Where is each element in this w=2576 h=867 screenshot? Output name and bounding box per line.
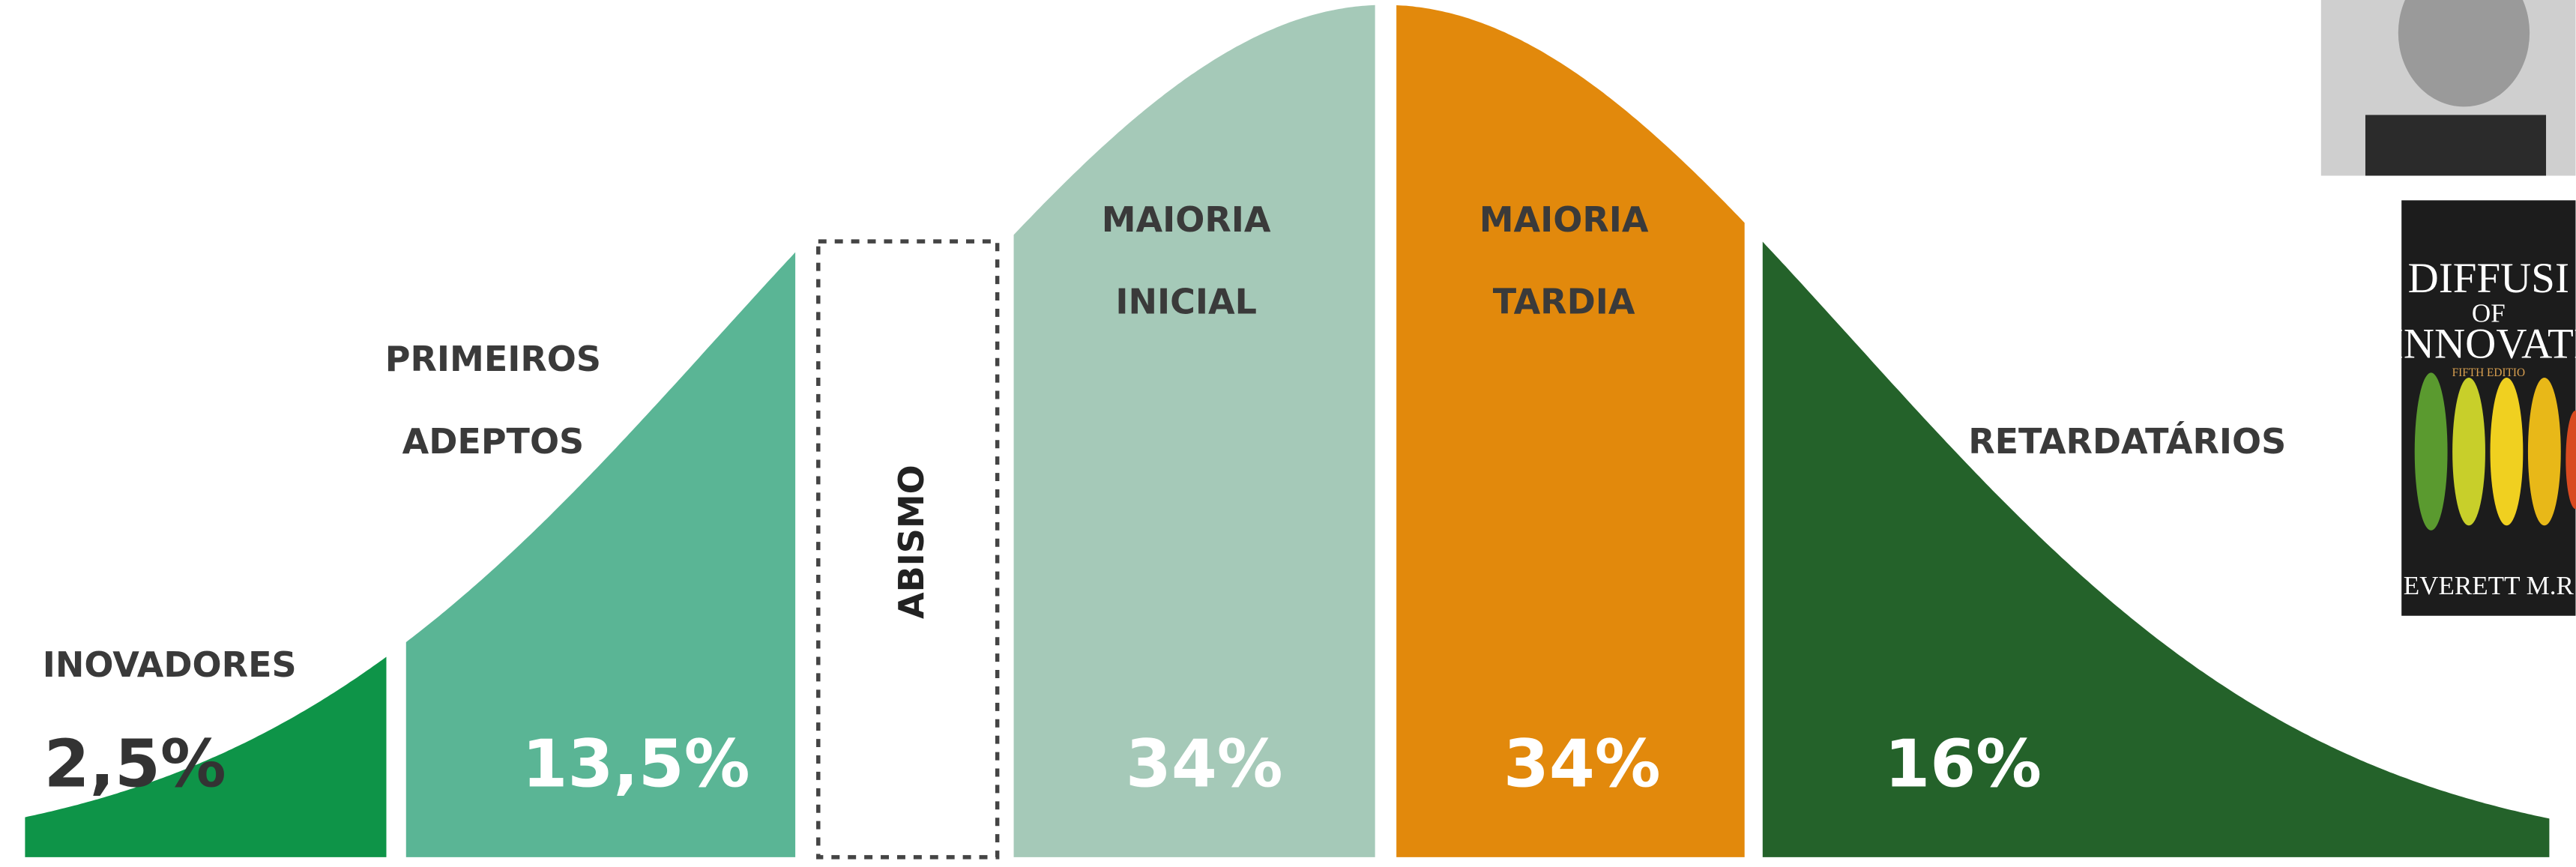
diagram: DIFFUSI OF INNOVATI FIFTH EDITIO EVERETT… <box>0 0 2576 867</box>
segment-label: ADEPTOS <box>402 421 585 462</box>
book-edition: FIFTH EDITIO <box>2452 366 2526 379</box>
segment-label: ABISMO <box>891 465 932 619</box>
segment-label: INICIAL <box>1115 282 1257 322</box>
leaf <box>2528 378 2561 525</box>
segment-share: 34% <box>1126 725 1283 802</box>
leaf <box>2415 372 2448 530</box>
segment-label: RETARDATÁRIOS <box>1968 421 2286 462</box>
photo-body <box>2365 115 2546 175</box>
leaf <box>2491 378 2524 525</box>
segment-label: TARDIA <box>1493 282 1635 322</box>
segment-label: MAIORIA <box>1479 199 1649 240</box>
segment-share: 13,5% <box>522 725 750 802</box>
leaf <box>2452 378 2485 525</box>
book-author: EVERETT M.R <box>2404 571 2575 600</box>
segment-share: 34% <box>1503 725 1661 802</box>
segment-label: PRIMEIROS <box>385 339 601 379</box>
segment-label: INOVADORES <box>43 644 297 685</box>
segment-share: 2,5% <box>44 725 226 802</box>
book-title: INNOVATI <box>2389 321 2576 368</box>
segment-share: 16% <box>1884 725 2042 802</box>
page: DIFFUSI OF INNOVATI FIFTH EDITIO EVERETT… <box>0 0 2576 867</box>
segment-label: MAIORIA <box>1102 199 1271 240</box>
book-title: DIFFUSI <box>2408 255 2569 302</box>
